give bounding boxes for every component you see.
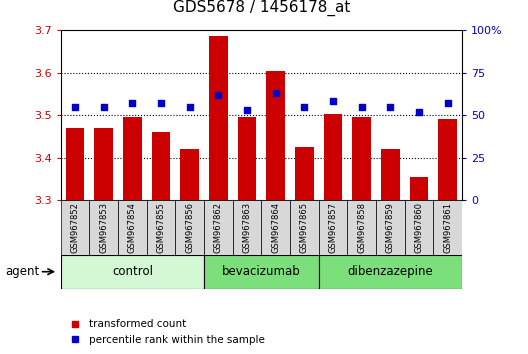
Text: dibenzazepine: dibenzazepine xyxy=(347,265,433,278)
Text: GSM967852: GSM967852 xyxy=(71,202,80,253)
Bar xyxy=(61,255,204,289)
Text: GSM967854: GSM967854 xyxy=(128,202,137,253)
Bar xyxy=(61,200,89,255)
Bar xyxy=(290,200,319,255)
Point xyxy=(185,104,194,109)
Bar xyxy=(295,147,314,200)
Text: GDS5678 / 1456178_at: GDS5678 / 1456178_at xyxy=(173,0,350,16)
Bar xyxy=(347,200,376,255)
Point xyxy=(71,104,79,109)
Bar xyxy=(433,200,462,255)
Point xyxy=(300,104,308,109)
Text: GSM967856: GSM967856 xyxy=(185,202,194,253)
Point xyxy=(157,100,165,106)
Text: control: control xyxy=(112,265,153,278)
Point xyxy=(415,109,423,114)
Text: GSM967859: GSM967859 xyxy=(386,202,395,253)
Point xyxy=(386,104,394,109)
Bar xyxy=(319,200,347,255)
Text: GSM967865: GSM967865 xyxy=(300,202,309,253)
Bar xyxy=(147,200,175,255)
Point xyxy=(214,92,223,97)
Text: GSM967860: GSM967860 xyxy=(414,202,423,253)
Bar xyxy=(204,255,319,289)
Bar xyxy=(89,200,118,255)
Bar xyxy=(404,200,433,255)
Bar xyxy=(209,36,228,200)
Bar xyxy=(438,119,457,200)
Text: GSM967858: GSM967858 xyxy=(357,202,366,253)
Bar xyxy=(233,200,261,255)
Bar xyxy=(381,149,400,200)
Point xyxy=(243,107,251,113)
Text: bevacizumab: bevacizumab xyxy=(222,265,301,278)
Text: GSM967861: GSM967861 xyxy=(443,202,452,253)
Bar xyxy=(118,200,147,255)
Bar xyxy=(238,117,257,200)
Point xyxy=(329,99,337,104)
Point xyxy=(357,104,366,109)
Point xyxy=(128,100,137,106)
Legend: transformed count, percentile rank within the sample: transformed count, percentile rank withi… xyxy=(66,315,269,349)
Point xyxy=(271,90,280,96)
Bar xyxy=(352,117,371,200)
Text: GSM967863: GSM967863 xyxy=(242,202,251,253)
Text: GSM967853: GSM967853 xyxy=(99,202,108,253)
Bar xyxy=(175,200,204,255)
Text: agent: agent xyxy=(5,265,40,278)
Point xyxy=(444,100,452,106)
Bar xyxy=(410,177,428,200)
Text: GSM967857: GSM967857 xyxy=(328,202,337,253)
Bar xyxy=(95,128,113,200)
Bar xyxy=(204,200,233,255)
Point xyxy=(99,104,108,109)
Bar xyxy=(66,128,84,200)
Text: GSM967862: GSM967862 xyxy=(214,202,223,253)
Bar xyxy=(261,200,290,255)
Bar xyxy=(266,71,285,200)
Bar xyxy=(123,117,142,200)
Bar xyxy=(181,149,199,200)
Bar xyxy=(376,200,404,255)
Text: GSM967855: GSM967855 xyxy=(156,202,166,253)
Bar xyxy=(324,114,342,200)
Bar xyxy=(152,132,171,200)
Text: GSM967864: GSM967864 xyxy=(271,202,280,253)
Bar xyxy=(319,255,462,289)
